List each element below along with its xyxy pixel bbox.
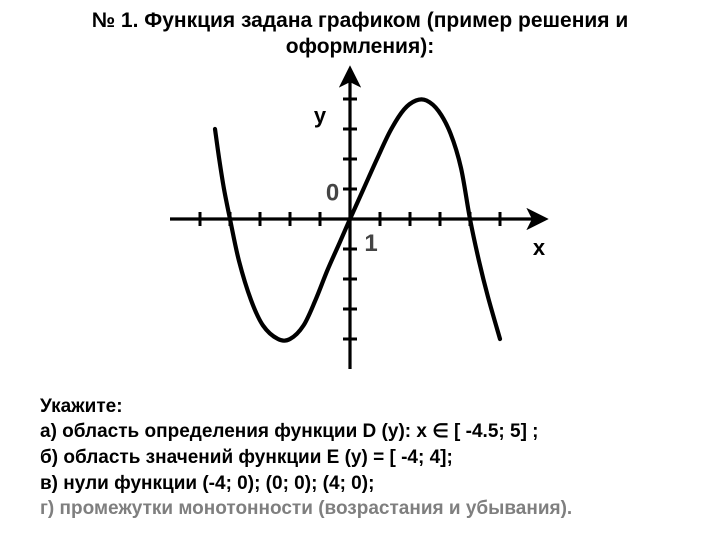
task-c: в) нули функции (-4; 0); (0; 0); (4; 0); <box>40 471 572 497</box>
task-d: г) промежутки монотонности (возрастания … <box>40 496 572 522</box>
task-list: Укажите: а) область определения функции … <box>40 394 572 522</box>
title-line-1: № 1. Функция задана графиком (пример реш… <box>92 9 629 32</box>
title: № 1. Функция задана графиком (пример реш… <box>40 8 680 61</box>
task-a: а) область определения функции D (y): x … <box>40 419 572 445</box>
slide: № 1. Функция задана графиком (пример реш… <box>0 0 720 540</box>
svg-text:x: x <box>533 234 546 259</box>
svg-text:1: 1 <box>364 229 377 256</box>
title-line-2: оформления): <box>286 35 434 58</box>
chart-container: y x 01 <box>40 61 680 391</box>
task-heading: Укажите: <box>40 394 572 420</box>
svg-text:y: y <box>314 102 327 127</box>
function-chart: y x 01 <box>140 61 580 391</box>
svg-text:0: 0 <box>326 179 339 206</box>
task-b: б) область значений функции E (y) = [ -4… <box>40 445 572 471</box>
